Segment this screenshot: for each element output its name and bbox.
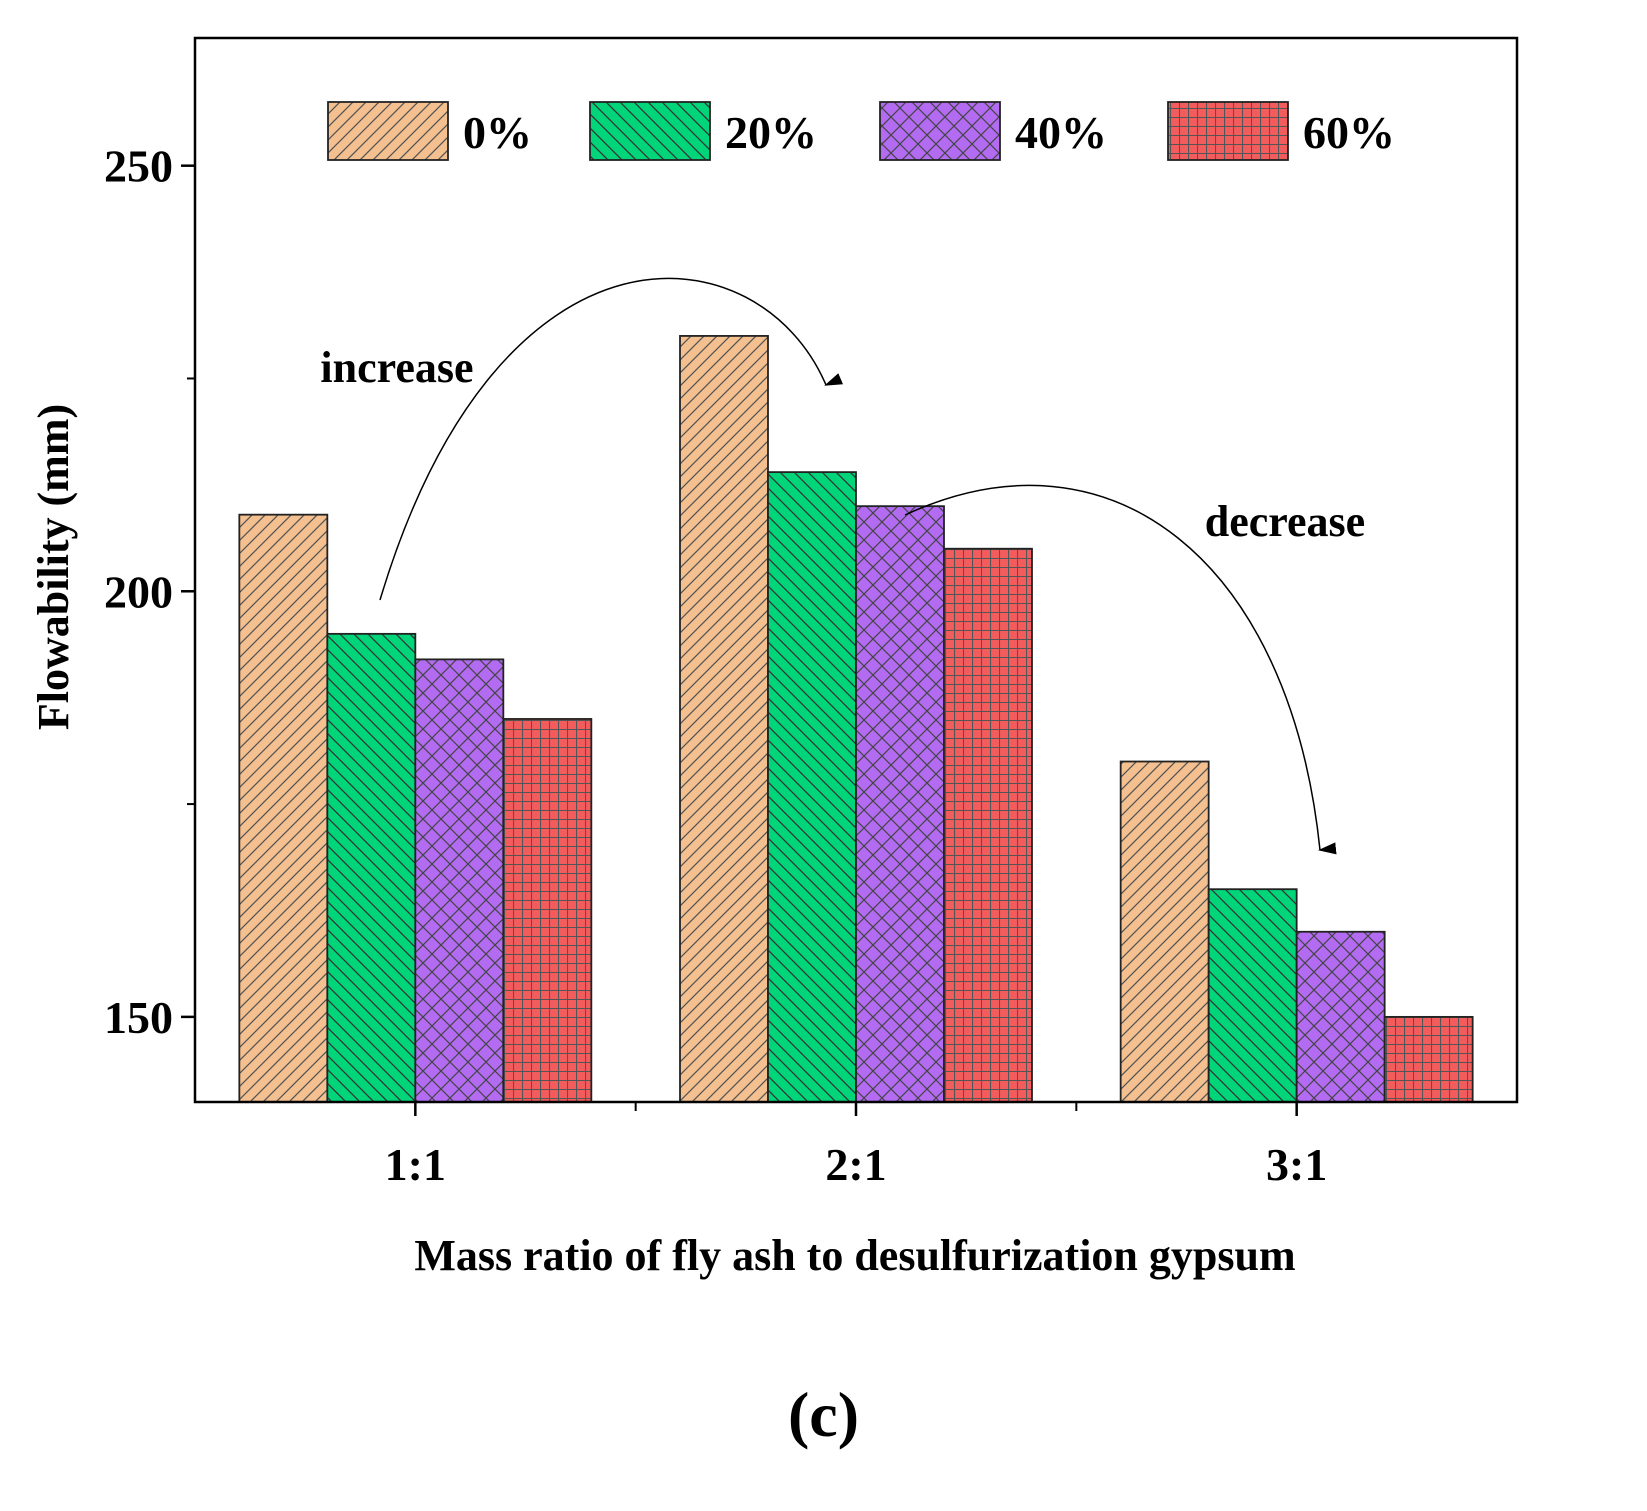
y-axis-label: Flowability (mm) <box>29 404 78 730</box>
x-tick-label: 1:1 <box>385 1139 446 1190</box>
x-axis-label: Mass ratio of fly ash to desulfurization… <box>414 1231 1295 1280</box>
legend-item-20pct: 20% <box>589 101 817 161</box>
y-tick-label: 200 <box>104 566 173 617</box>
bar-pattern <box>767 471 857 1103</box>
bar-40pct-2-1 <box>855 505 945 1103</box>
legend-item-40pct: 40% <box>879 101 1107 161</box>
bar-0pct-2-1 <box>679 335 769 1103</box>
y-tick-label: 150 <box>104 992 173 1043</box>
increase-arrow <box>379 277 844 601</box>
legend: 0% 20% 40% 60% <box>327 101 1395 161</box>
bars-layer <box>238 335 1474 1103</box>
bar-60pct-1-1 <box>502 718 593 1103</box>
bar-pattern <box>1207 888 1298 1103</box>
legend-swatch <box>327 101 449 161</box>
legend-swatch <box>589 101 711 161</box>
bar-20pct-1-1 <box>326 632 417 1103</box>
bar-pattern <box>326 632 417 1103</box>
bar-40pct-3-1 <box>1295 930 1386 1103</box>
figure-caption: (c) <box>787 1379 860 1450</box>
legend-item-0pct: 0% <box>327 101 532 161</box>
bar-pattern <box>1383 1015 1474 1103</box>
bar-pattern <box>679 335 769 1103</box>
legend-label: 40% <box>1015 107 1107 158</box>
bar-20pct-3-1 <box>1207 888 1298 1103</box>
bar-0pct-1-1 <box>238 513 329 1103</box>
legend-label: 20% <box>725 107 817 158</box>
bar-20pct-2-1 <box>767 471 857 1103</box>
bar-pattern <box>943 547 1033 1103</box>
decrease-arrow <box>904 484 1337 855</box>
bar-60pct-2-1 <box>943 547 1033 1103</box>
axes-layer: 1:1 2:1 3:1 150 200 250 <box>104 141 1327 1190</box>
legend-swatch <box>1167 101 1289 161</box>
bar-pattern <box>414 658 505 1103</box>
bar-0pct-3-1 <box>1119 760 1210 1103</box>
x-tick-label: 3:1 <box>1266 1139 1327 1190</box>
annotation-decrease: decrease <box>1205 497 1365 546</box>
bar-pattern <box>1295 930 1386 1103</box>
annotation-increase: increase <box>320 343 473 392</box>
bar-60pct-3-1 <box>1383 1015 1474 1103</box>
bar-40pct-1-1 <box>414 658 505 1103</box>
legend-item-60pct: 60% <box>1167 101 1395 161</box>
x-tick-label: 2:1 <box>825 1139 886 1190</box>
bar-pattern <box>238 513 329 1103</box>
legend-label: 60% <box>1303 107 1395 158</box>
legend-label: 0% <box>463 107 532 158</box>
legend-swatch <box>879 101 1001 161</box>
bar-pattern <box>1119 760 1210 1103</box>
y-tick-label: 250 <box>104 141 173 192</box>
bar-pattern <box>502 718 593 1103</box>
bar-pattern <box>855 505 945 1103</box>
